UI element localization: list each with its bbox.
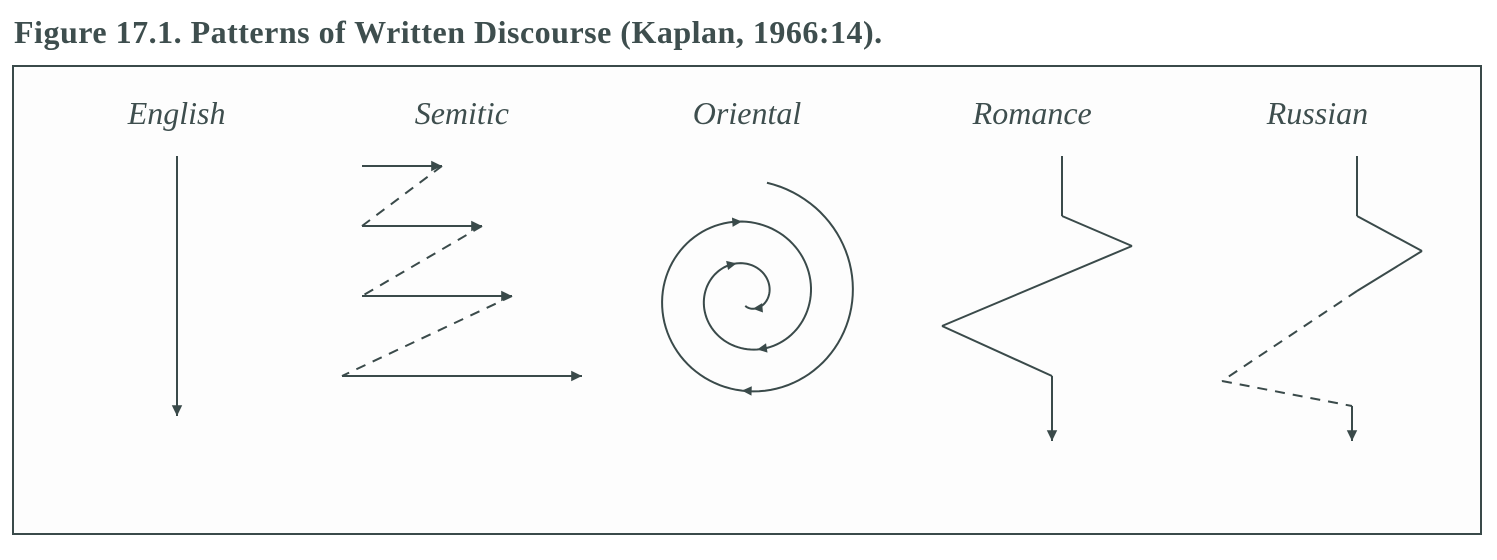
patterns-row: English Semitic Oriental Romance Russian [14, 67, 1480, 533]
pattern-romance: Romance [890, 95, 1175, 456]
pattern-svg-romance [912, 146, 1152, 456]
figure-title: Figure 17.1. Patterns of Written Discour… [14, 14, 1485, 51]
pattern-russian: Russian [1175, 95, 1460, 456]
pattern-svg-english [77, 146, 277, 446]
figure-frame: English Semitic Oriental Romance Russian [12, 65, 1482, 535]
pattern-oriental: Oriental [604, 95, 889, 446]
pattern-svg-russian [1197, 146, 1437, 456]
pattern-svg-semitic [332, 146, 592, 446]
pattern-label-semitic: Semitic [415, 95, 509, 132]
pattern-semitic: Semitic [319, 95, 604, 446]
pattern-label-english: English [128, 95, 226, 132]
figure-container: Figure 17.1. Patterns of Written Discour… [0, 0, 1497, 535]
pattern-label-russian: Russian [1267, 95, 1368, 132]
pattern-label-romance: Romance [973, 95, 1092, 132]
pattern-svg-oriental [617, 146, 877, 446]
pattern-label-oriental: Oriental [693, 95, 801, 132]
pattern-english: English [34, 95, 319, 446]
